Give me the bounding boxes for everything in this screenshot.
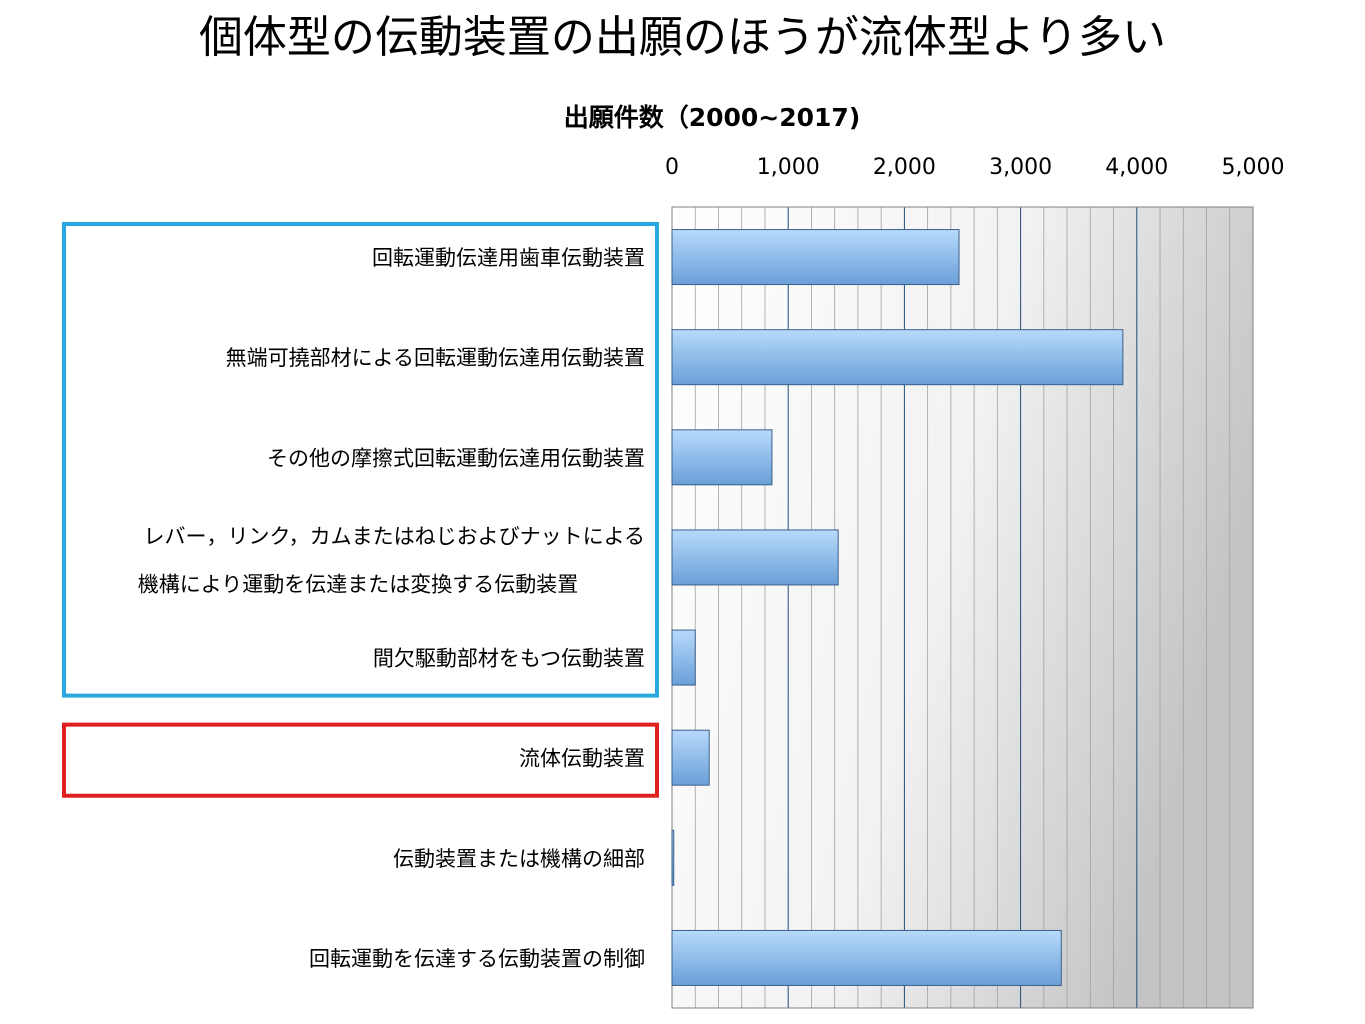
category-label: 間欠駆動部材をもつ伝動装置 — [373, 647, 645, 671]
plot-area — [672, 207, 1253, 1008]
bar — [671, 629, 696, 686]
category-label: 流体伝動装置 — [519, 747, 645, 771]
category-label: 回転運動伝達用歯車伝動装置 — [372, 246, 645, 270]
category-label: 伝動装置または機構の細部 — [393, 847, 645, 871]
group-frames — [62, 222, 659, 798]
x-tick-label: 0 — [665, 155, 679, 180]
x-tick-label: 3,000 — [989, 155, 1052, 180]
x-axis-ticks: 0 1,000 2,000 3,000 4,000 5,000 — [665, 155, 1284, 180]
category-labels: 回転運動伝達用歯車伝動装置無端可撓部材による回転運動伝達用伝動装置その他の摩擦式… — [138, 246, 645, 971]
bar — [671, 929, 1062, 986]
solid-type-group-frame — [62, 222, 659, 698]
chart-title: 出願件数（2000~2017) — [564, 103, 861, 132]
category-label: その他の摩擦式回転運動伝達用伝動装置 — [267, 446, 645, 470]
bars — [671, 229, 1124, 986]
x-tick-label: 4,000 — [1105, 155, 1168, 180]
category-label: レバー，リンク，カムまたはねじおよびナットによる — [144, 524, 645, 548]
category-label: 無端可撓部材による回転運動伝達用伝動装置 — [226, 346, 645, 370]
bar — [671, 529, 839, 586]
x-tick-label: 2,000 — [873, 155, 936, 180]
category-label: 回転運動を伝達する伝動装置の制御 — [309, 947, 645, 971]
page-title: 個体型の伝動装置の出願のほうが流体型より多い — [198, 12, 1167, 63]
category-label: 機構により運動を伝達または変換する伝動装置 — [138, 572, 579, 596]
plot-border — [671, 206, 1254, 1009]
bar — [671, 329, 1124, 386]
bar — [671, 729, 710, 786]
x-tick-label: 5,000 — [1222, 155, 1285, 180]
bar — [671, 829, 675, 886]
x-tick-label: 1,000 — [757, 155, 820, 180]
bar — [671, 429, 773, 486]
bar — [671, 229, 960, 286]
fluid-type-group-frame — [62, 722, 659, 798]
